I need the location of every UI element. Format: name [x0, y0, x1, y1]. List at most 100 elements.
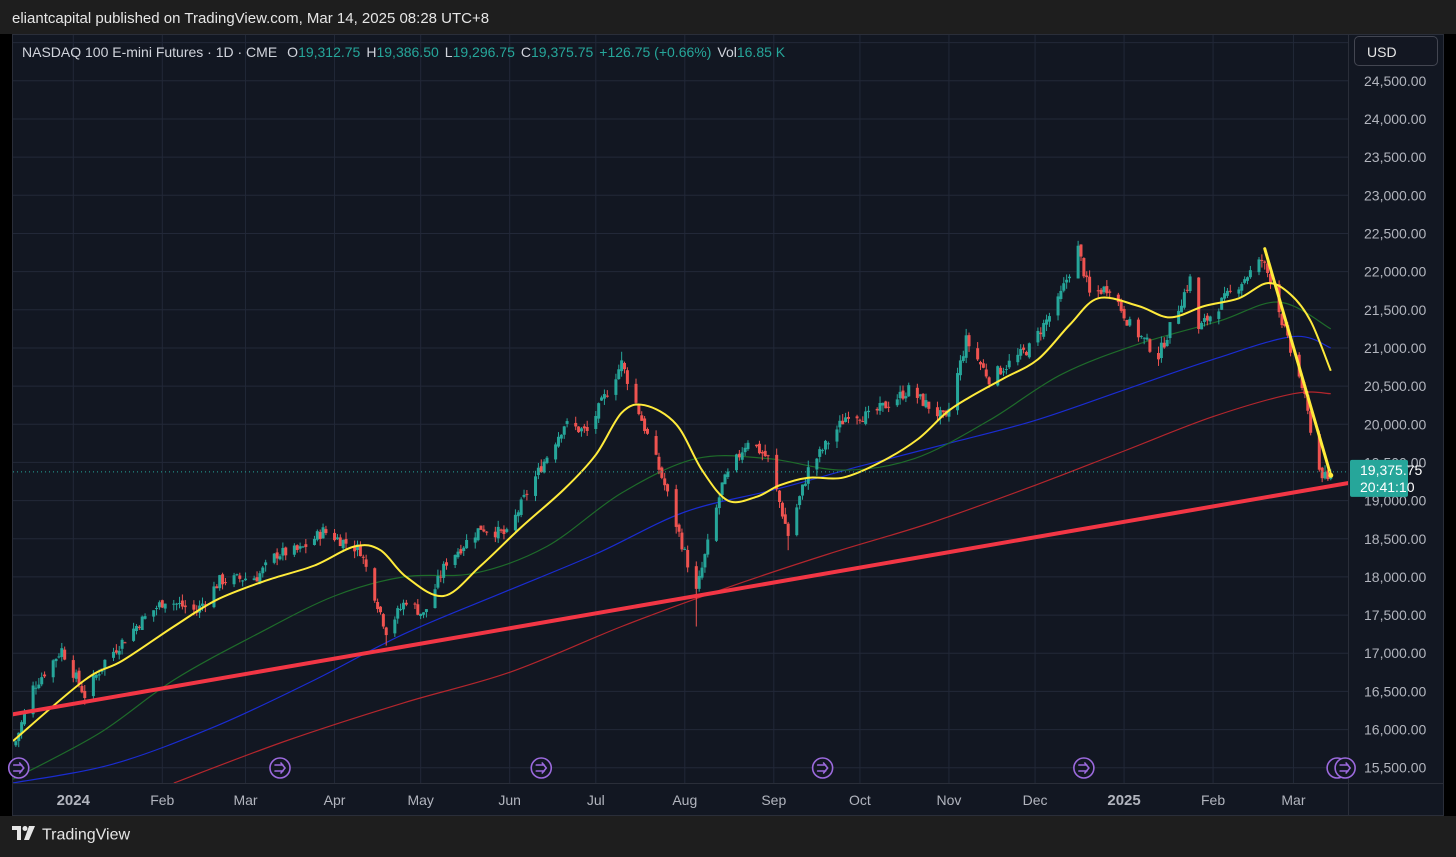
candle-body [867, 410, 871, 413]
candle-body [875, 408, 879, 411]
price-tick-label: 17,500.00 [1364, 607, 1426, 623]
candle-body [172, 603, 176, 605]
candle-body [706, 539, 710, 555]
candle [625, 367, 629, 391]
candle [1240, 282, 1244, 297]
candle [947, 402, 951, 422]
candle [1001, 367, 1005, 377]
candle-body [134, 625, 138, 632]
low-label: L [444, 44, 453, 60]
event-arrow-icon [535, 762, 548, 774]
candle-body [562, 426, 566, 435]
candle [264, 559, 268, 572]
candle-body [921, 393, 925, 406]
candle-body [703, 554, 707, 568]
candle-body [1102, 286, 1106, 293]
candle [1019, 344, 1023, 360]
candle-body [657, 456, 661, 470]
chart-frame[interactable] [12, 34, 1444, 816]
candle-body [1016, 354, 1020, 363]
candle [399, 603, 403, 612]
candle-body [602, 394, 606, 399]
candle [967, 332, 971, 352]
event-icon[interactable] [1334, 757, 1356, 779]
candle-body [20, 722, 24, 734]
candle [393, 616, 397, 637]
candle-body [597, 403, 601, 419]
candle [1243, 276, 1247, 285]
candle [623, 361, 627, 374]
candle [620, 351, 624, 377]
candle-body [984, 369, 988, 377]
candle-body [232, 575, 236, 585]
candle-body [577, 426, 581, 433]
candle-body [947, 408, 951, 417]
candle [376, 598, 380, 613]
event-icon[interactable] [7, 757, 30, 779]
candle [617, 364, 621, 380]
candle-body [987, 377, 991, 385]
candle [221, 572, 225, 590]
candle [292, 543, 296, 558]
event-icon[interactable] [811, 757, 834, 779]
candle [381, 613, 385, 629]
candle-body [192, 604, 196, 610]
candle [878, 396, 882, 415]
event-icon[interactable] [530, 757, 553, 779]
candle [1082, 257, 1086, 279]
candle-body [1119, 299, 1123, 311]
candle-body [378, 606, 382, 613]
candle-body [663, 478, 667, 486]
currency-button[interactable]: USD [1354, 36, 1438, 66]
candle [895, 394, 899, 408]
candle [459, 544, 463, 556]
candle-body [22, 712, 26, 725]
candle [783, 507, 787, 524]
candle-body [252, 578, 256, 581]
candle-body [114, 650, 118, 653]
last-price-value: 19,375.75 [1360, 462, 1422, 478]
candle-body [536, 467, 540, 476]
candle [14, 740, 18, 747]
candle-body [1007, 360, 1011, 368]
event-icon[interactable] [269, 757, 291, 779]
candle [956, 367, 960, 415]
candle-body [846, 416, 850, 419]
candle [295, 544, 299, 553]
candle [1237, 286, 1241, 298]
candle [556, 432, 560, 448]
candle [63, 646, 67, 661]
candle-body [312, 538, 316, 545]
candle-body [180, 600, 184, 607]
price-tick-label: 24,000.00 [1364, 111, 1426, 127]
candle [1045, 314, 1049, 332]
plot-area [13, 240, 1348, 783]
candle-body [1001, 371, 1005, 373]
candle-body [301, 546, 305, 548]
candle [1059, 285, 1063, 302]
candle-body [1019, 349, 1023, 356]
candle [212, 581, 216, 609]
moving-average-yellow [13, 282, 1332, 742]
candle [637, 404, 641, 416]
candle-body [1182, 292, 1186, 308]
candle [525, 490, 529, 501]
candle-body [1042, 323, 1046, 337]
candle-body [714, 507, 718, 541]
event-icon[interactable] [1073, 757, 1095, 779]
open-label: O [287, 44, 299, 60]
candle-body [801, 484, 805, 496]
candle-body [838, 420, 842, 428]
candle [1208, 315, 1212, 325]
candle [686, 545, 690, 573]
tradingview-brand[interactable]: TradingView [12, 826, 130, 845]
candle-body [605, 395, 609, 397]
candle [338, 534, 342, 547]
candle [780, 501, 784, 519]
candle-body [212, 586, 216, 608]
candle-body [1122, 308, 1126, 319]
grid [13, 35, 1348, 783]
candle-body [419, 613, 423, 616]
candle [298, 542, 302, 553]
